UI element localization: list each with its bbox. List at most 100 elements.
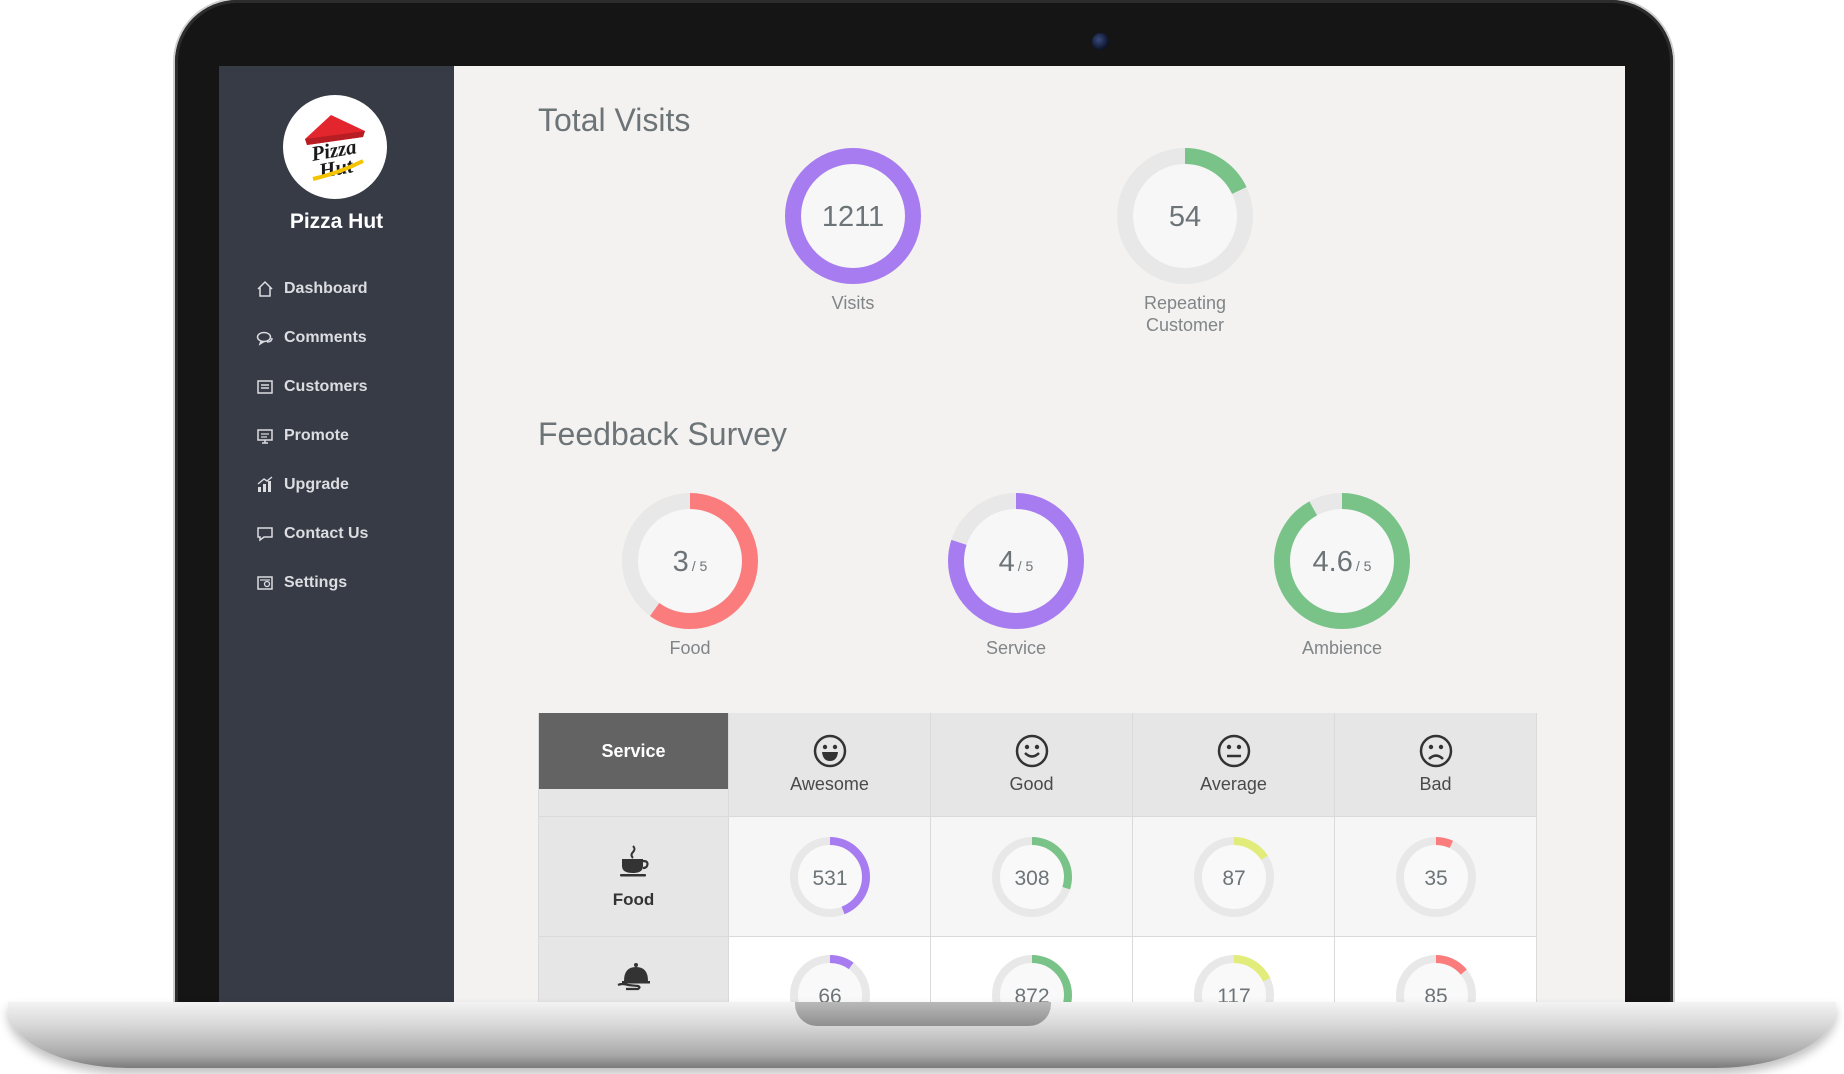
service-rating-arc xyxy=(948,493,1084,629)
table-row: 66 872 117 xyxy=(539,937,1539,1002)
total-visits-title: Total Visits xyxy=(538,102,691,138)
sidebar-item-promote[interactable]: Promote xyxy=(219,411,454,460)
food-rating-label: Food xyxy=(669,638,711,658)
sidebar-item-label: Customers xyxy=(284,377,368,395)
comments-icon xyxy=(256,329,274,347)
repeating-label-line2: Customer xyxy=(1145,315,1225,335)
food-awesome-value: 531 xyxy=(812,867,847,890)
service-bad-arc xyxy=(1395,955,1476,1002)
repeating-customer-ring-arc xyxy=(1117,148,1253,284)
food-average-value: 87 xyxy=(1222,867,1245,890)
table-cell: 66 xyxy=(729,937,931,1002)
laptop-notch xyxy=(795,1002,1051,1026)
table-cell: 87 xyxy=(1133,817,1335,937)
settings-icon xyxy=(256,574,274,592)
ambience-rating-label: Ambience xyxy=(1301,638,1383,658)
sidebar-item-label: Upgrade xyxy=(284,475,349,493)
table-cell: 85 xyxy=(1335,937,1537,1002)
ambience-rating-arc xyxy=(1274,493,1410,629)
awesome-smiley-icon xyxy=(813,734,846,768)
food-score-suffix: / 5 xyxy=(692,558,708,574)
row-label-text: Food xyxy=(612,889,655,909)
ambience-rating-ring: 4.6/ 5 xyxy=(1274,493,1410,629)
table-cell: 117 xyxy=(1133,937,1335,1002)
food-cloche-icon xyxy=(617,963,650,991)
repeating-customer-value: 54 xyxy=(1169,201,1201,233)
camera-icon xyxy=(1092,33,1109,50)
food-average-ring: 87 xyxy=(1193,836,1274,917)
sidebar-item-label: Promote xyxy=(284,426,349,444)
sidebar-item-comments[interactable]: Comments xyxy=(219,313,454,362)
brand-name: Pizza Hut xyxy=(289,210,384,233)
main-content: Total Visits 1211 Visits 54 Repeating Cu… xyxy=(454,66,1625,1002)
visits-value: 1211 xyxy=(822,201,884,233)
food-bad-value: 35 xyxy=(1424,867,1447,890)
svg-text:4.6/ 5: 4.6/ 5 xyxy=(1313,546,1372,578)
row-label-food: Food xyxy=(539,817,729,937)
customers-icon xyxy=(256,378,274,396)
column-good: Good xyxy=(931,713,1133,817)
food-awesome-ring: 531 xyxy=(789,836,870,917)
service-score: 4 xyxy=(999,546,1015,578)
food-good-value: 308 xyxy=(1014,867,1049,890)
service-good-ring: 872 xyxy=(991,955,1072,1002)
promote-icon xyxy=(256,427,274,445)
column-awesome: Awesome xyxy=(729,713,931,817)
food-rating-arc xyxy=(622,493,758,629)
service-button[interactable]: Service xyxy=(539,713,728,789)
average-smiley-icon xyxy=(1217,734,1250,768)
sidebar-item-label: Settings xyxy=(284,573,348,591)
sidebar: Pizza Hut Pizza Hut Dashboard Comments xyxy=(219,66,454,1002)
sidebar-item-contact-us[interactable]: Contact Us xyxy=(219,509,454,558)
service-average-value: 117 xyxy=(1217,985,1250,1002)
service-good-value: 872 xyxy=(1014,985,1049,1002)
ambience-score: 4.6 xyxy=(1313,546,1353,578)
service-score-suffix: / 5 xyxy=(1018,558,1034,574)
visits-ring: 1211 xyxy=(785,148,921,284)
contact-icon xyxy=(256,525,274,543)
repeating-customer-ring: 54 xyxy=(1117,148,1253,284)
food-average-arc xyxy=(1193,836,1274,917)
app-screen: Pizza Hut Pizza Hut Dashboard Comments xyxy=(219,66,1625,1002)
table-header-row: Service Awesome Good xyxy=(539,713,1539,817)
visits-metric: 1211 Visits xyxy=(783,146,923,314)
sidebar-item-customers[interactable]: Customers xyxy=(219,362,454,411)
good-smiley-icon xyxy=(1015,734,1048,768)
table-cell: 35 xyxy=(1335,817,1537,937)
column-label: Bad xyxy=(1419,774,1452,794)
sidebar-item-label: Dashboard xyxy=(284,279,368,297)
food-bad-arc xyxy=(1395,836,1476,917)
repeating-customer-metric: 54 Repeating Customer xyxy=(1115,146,1255,336)
svg-text:4/ 5: 4/ 5 xyxy=(999,546,1034,578)
food-good-ring: 308 xyxy=(991,836,1072,917)
column-label: Average xyxy=(1200,774,1267,794)
home-icon xyxy=(256,280,274,298)
table-corner: Service xyxy=(539,713,729,817)
coffee-cup-icon xyxy=(619,844,649,876)
food-rating-ring: 3/ 5 xyxy=(622,493,758,629)
service-bad-value: 85 xyxy=(1424,985,1447,1002)
repeating-label-line1: Repeating xyxy=(1143,293,1227,313)
food-good-arc xyxy=(991,836,1072,917)
sidebar-item-label: Comments xyxy=(284,328,367,346)
service-rating-label: Service xyxy=(985,638,1047,658)
service-average-arc xyxy=(1193,955,1274,1002)
service-bad-ring: 85 xyxy=(1395,955,1476,1002)
food-rating: 3/ 5 Food xyxy=(620,491,760,659)
row-label-service xyxy=(539,937,729,1002)
sidebar-item-upgrade[interactable]: Upgrade xyxy=(219,460,454,509)
service-rating-ring: 4/ 5 xyxy=(948,493,1084,629)
upgrade-icon xyxy=(256,475,274,494)
service-awesome-ring: 66 xyxy=(789,955,870,1002)
sidebar-item-dashboard[interactable]: Dashboard xyxy=(219,264,454,313)
table-row: Food 531 308 xyxy=(539,817,1539,937)
service-good-arc xyxy=(991,955,1072,1002)
column-label: Good xyxy=(1009,774,1054,794)
sidebar-item-label: Contact Us xyxy=(284,524,369,542)
service-awesome-value: 66 xyxy=(818,985,841,1002)
visits-label: Visits xyxy=(831,293,875,313)
sidebar-item-settings[interactable]: Settings xyxy=(219,558,454,607)
food-score: 3 xyxy=(673,546,689,578)
visits-ring-arc xyxy=(785,148,921,284)
table-cell: 872 xyxy=(931,937,1133,1002)
